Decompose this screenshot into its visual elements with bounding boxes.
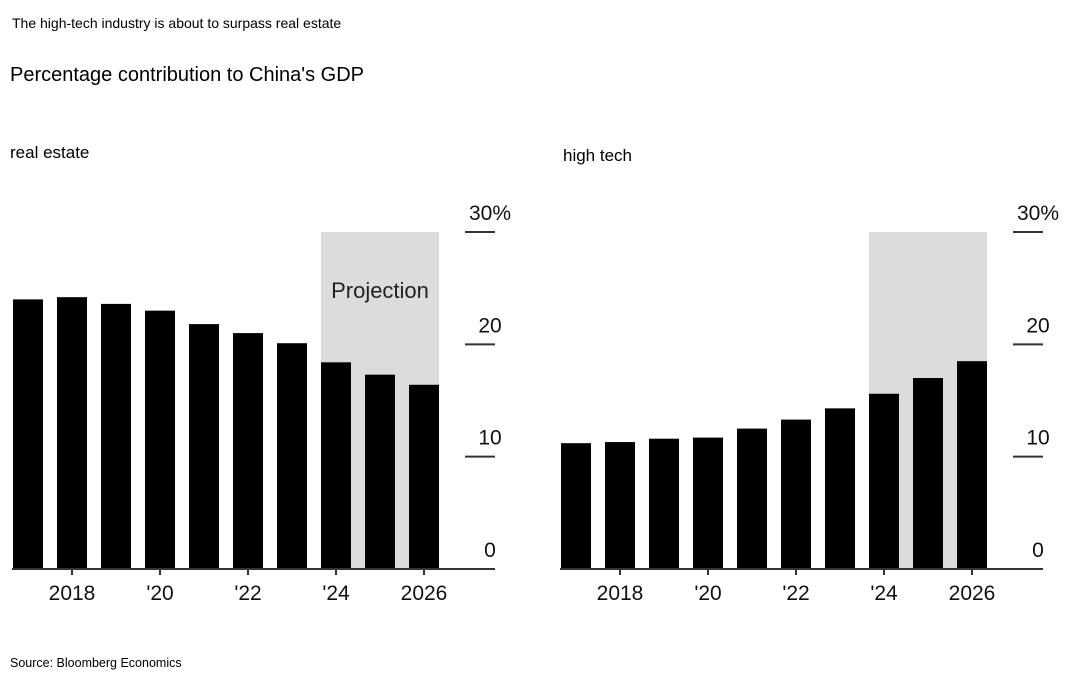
- y-tick-label: 20: [1026, 314, 1049, 337]
- bar-2018: [57, 297, 87, 569]
- bar-2026: [957, 361, 987, 569]
- bar-2017: [13, 299, 43, 569]
- headline: The high-tech industry is about to surpa…: [12, 15, 342, 31]
- bar-2024: [321, 362, 351, 569]
- x-tick-label: 2026: [949, 582, 996, 605]
- x-tick-label: '20: [694, 582, 721, 605]
- bar-2021: [737, 428, 767, 569]
- bar-2026: [409, 384, 439, 569]
- x-tick-label: '24: [870, 582, 898, 605]
- x-tick-label: '24: [322, 582, 350, 605]
- y-tick-label: 10: [478, 427, 501, 450]
- y-tick-label: 30%: [469, 202, 511, 225]
- bar-2017: [561, 443, 591, 569]
- real-estate-bar-chart: Projection 0 10 20 30% 2018 '20 '22 '24 2026: [12, 202, 511, 605]
- y-tick-label: 30%: [1017, 202, 1059, 225]
- bar-2018: [605, 442, 635, 569]
- bar-2023: [277, 343, 307, 569]
- y-tick-label: 0: [1032, 539, 1044, 562]
- bar-2019: [101, 303, 131, 569]
- x-tick-label: 2026: [401, 582, 448, 605]
- x-tick-label: '22: [782, 582, 809, 605]
- x-tick-label: 2018: [49, 582, 96, 605]
- bar-2021: [189, 324, 219, 569]
- bar-2024: [869, 393, 899, 569]
- bar-2019: [649, 438, 679, 569]
- bar-2020: [145, 310, 175, 569]
- bar-2022: [233, 333, 263, 569]
- panel-title-real-estate: real estate: [10, 143, 90, 162]
- bar-2023: [825, 408, 855, 569]
- y-tick-label: 10: [1026, 427, 1049, 450]
- bar-2020: [693, 437, 723, 569]
- y-tick-label: 20: [478, 314, 501, 337]
- projection-label: Projection: [331, 278, 429, 303]
- high-tech-bar-chart: 0 10 20 30% 2018 '20 '22 '24 2026: [560, 202, 1059, 605]
- bar-2025: [913, 378, 943, 569]
- panel-title-high-tech: high tech: [563, 146, 632, 165]
- bar-2025: [365, 374, 395, 569]
- x-tick-label: '20: [146, 582, 173, 605]
- chart-subtitle: Percentage contribution to China's GDP: [10, 64, 365, 86]
- x-tick-label: '22: [234, 582, 261, 605]
- source-note: Source: Bloomberg Economics: [10, 656, 182, 670]
- bar-2022: [781, 419, 811, 569]
- x-tick-label: 2018: [597, 582, 644, 605]
- y-tick-label: 0: [484, 539, 496, 562]
